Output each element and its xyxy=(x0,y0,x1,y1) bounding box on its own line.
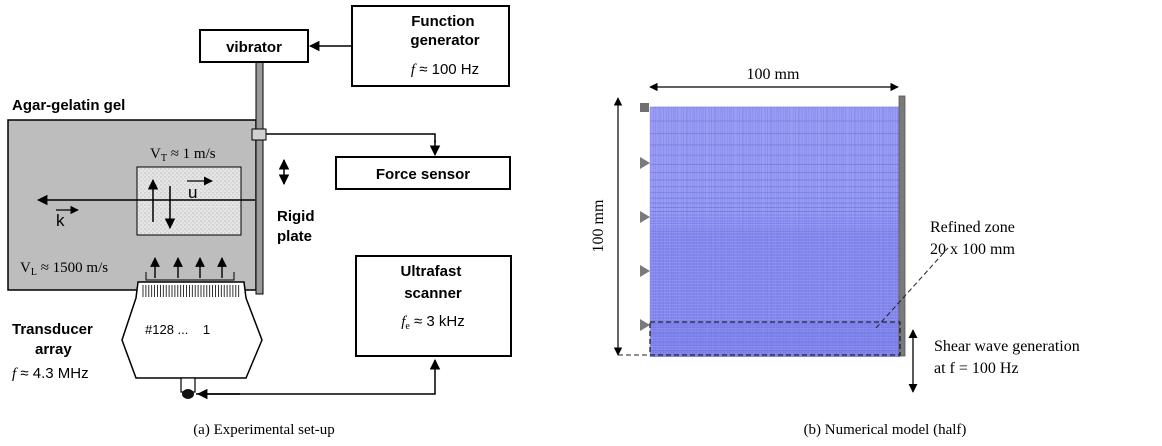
panel-b: 100 mm Refined zone 20 x 100 mm 100 mm xyxy=(590,66,1084,438)
panel-a-caption: (a) Experimental set-up xyxy=(193,422,335,438)
force-sensor-box xyxy=(335,156,511,190)
scanner-frequency: fe ≈ 3 kHz xyxy=(401,313,465,332)
corner-constraint xyxy=(640,103,649,112)
transducer-label: Transducer array xyxy=(12,321,97,358)
rigid-plate xyxy=(255,61,264,295)
clamp-to-force-sensor-connector xyxy=(266,133,436,143)
function-generator-label: Function generator xyxy=(410,13,479,49)
ultrasound-beam-arrows xyxy=(145,257,235,281)
force-sensor-clamp xyxy=(251,128,267,141)
vt-label: VT ≈ 1 m/s xyxy=(150,146,216,164)
transducer-frequency: f ≈ 4.3 MHz xyxy=(12,365,89,382)
symmetry-constraints xyxy=(640,157,650,331)
refined-zone-label: Refined zone 20 x 100 mm xyxy=(930,219,1019,258)
ultrafast-scanner-box xyxy=(355,255,512,357)
panel-a: Agar-gelatin gel VT ≈ 1 m/s u k VL ≈ 150… xyxy=(7,5,512,438)
refined-zone-leader xyxy=(875,247,949,329)
force-sensor-label: Force sensor xyxy=(376,166,470,183)
function-generator-box xyxy=(351,5,510,87)
k-label: k xyxy=(56,211,65,230)
cable-connector xyxy=(182,389,194,399)
wave-region xyxy=(136,166,242,236)
mesh-lines xyxy=(649,106,900,357)
refined-zone-outline xyxy=(649,321,901,356)
gel-label: Agar-gelatin gel xyxy=(12,97,125,114)
top-dimension-label: 100 mm xyxy=(747,66,800,83)
transducer-elements xyxy=(142,285,240,297)
function-generator-frequency: f ≈ 100 Hz xyxy=(411,61,479,78)
vibrator-label: vibrator xyxy=(226,39,282,56)
u-label: u xyxy=(188,183,197,202)
ultrafast-scanner-label: Ultrafast scanner xyxy=(400,263,465,302)
left-dimension-label: 100 mm xyxy=(590,199,607,252)
vl-label: VL ≈ 1500 m/s xyxy=(20,260,108,278)
rigid-plate-label: Rigid plate xyxy=(277,208,319,245)
rigid-wall xyxy=(898,95,906,357)
transducer-body xyxy=(121,281,263,379)
transducer-element-label: #128 ... 1 xyxy=(145,322,210,337)
shear-wave-label: Shear wave generation at f = 100 Hz xyxy=(934,338,1084,377)
panel-b-caption: (b) Numerical model (half) xyxy=(804,422,967,438)
vibrator-box xyxy=(199,29,309,63)
scanner-transducer-link xyxy=(196,358,441,395)
